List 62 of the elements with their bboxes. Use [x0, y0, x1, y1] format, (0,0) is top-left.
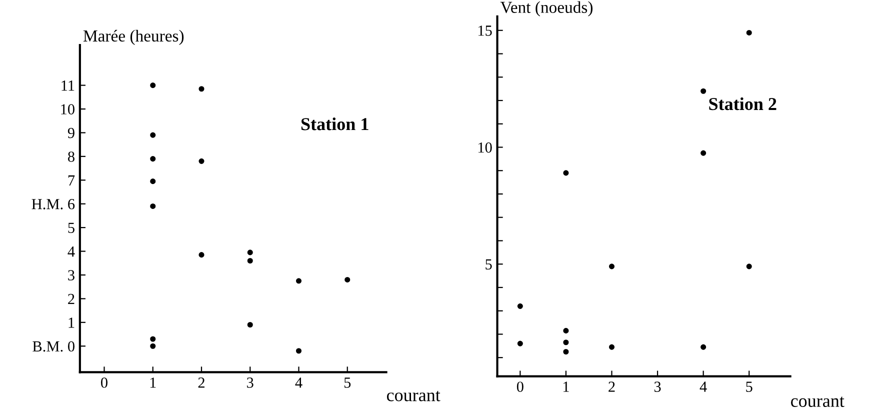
point — [150, 82, 156, 88]
point — [198, 86, 204, 92]
annotation: Station 2 — [709, 97, 776, 110]
y-tick-label: 11 — [62, 80, 74, 91]
y-axis-title: Vent (noeuds) — [500, 1, 593, 16]
y-tick-label: 5 — [68, 222, 74, 234]
y-tick-label: 10 — [478, 142, 492, 153]
point — [563, 348, 569, 355]
point — [198, 158, 204, 164]
point — [700, 150, 706, 156]
y-tick-label: 9 — [68, 128, 74, 138]
y-tick-label: 5 — [486, 259, 492, 270]
y-tick-label: 2 — [68, 294, 74, 304]
point — [150, 203, 156, 209]
y-tick-label: H.M. 6 — [32, 199, 75, 210]
point — [150, 336, 156, 342]
x-tick-label: 3 — [654, 382, 661, 392]
point — [296, 348, 302, 354]
point — [150, 178, 156, 184]
point — [563, 340, 569, 346]
point — [517, 303, 523, 309]
point — [746, 30, 752, 36]
x-tick-label: 0 — [516, 382, 524, 392]
annotation: Station 1 — [301, 118, 368, 130]
x-tick-label: 2 — [198, 378, 204, 388]
point — [700, 344, 706, 350]
y-tick-label: 3 — [68, 270, 74, 280]
x-axis-title: courant — [386, 390, 440, 402]
point — [700, 88, 706, 94]
point — [608, 344, 615, 350]
point — [150, 156, 156, 162]
x-tick-label: 5 — [344, 378, 351, 388]
y-tick-label: 1 — [68, 318, 74, 328]
point — [198, 252, 204, 258]
point — [517, 340, 523, 346]
x-tick-label: 3 — [247, 378, 254, 388]
point — [344, 276, 350, 282]
x-tick-label: 4 — [700, 382, 707, 392]
y-tick-label: 4 — [68, 246, 75, 257]
y-tick-label: 8 — [68, 152, 74, 162]
x-tick-label: 1 — [150, 378, 156, 388]
point — [296, 278, 302, 284]
y-tick-label: 7 — [68, 175, 75, 186]
point — [563, 170, 569, 176]
y-tick-label: B.M. 0 — [32, 341, 74, 352]
x-tick-label: 2 — [608, 382, 615, 392]
y-tick-label: 15 — [478, 26, 492, 36]
point — [150, 343, 156, 349]
point — [247, 250, 253, 256]
x-tick-label: 5 — [746, 382, 752, 392]
x-tick-label: 1 — [563, 382, 569, 392]
x-tick-label: 0 — [100, 377, 108, 388]
point — [608, 264, 615, 270]
point — [150, 132, 156, 138]
point — [247, 322, 253, 328]
x-tick-label: 4 — [295, 378, 302, 388]
x-axis-title: courant — [791, 396, 844, 407]
point — [247, 258, 253, 264]
y-tick-label: 10 — [61, 104, 74, 114]
point — [746, 264, 752, 270]
point — [563, 328, 569, 334]
y-axis-title: Marée (heures) — [83, 30, 184, 45]
